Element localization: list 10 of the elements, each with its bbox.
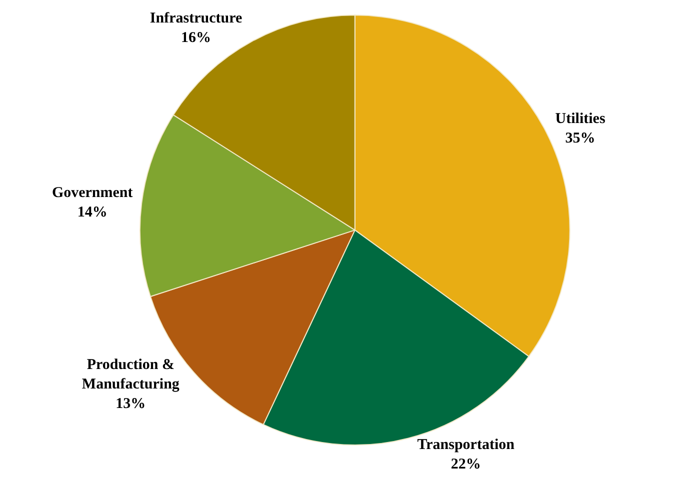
data-label: 13% — [116, 396, 146, 412]
data-label: 22% — [450, 456, 481, 473]
data-label: 16% — [181, 30, 212, 46]
slice-label: Infrastructure — [150, 10, 242, 26]
data-label: 14% — [77, 204, 108, 221]
slice-label: Production & Manufacturing — [82, 356, 180, 392]
slice-label: Transportation — [417, 437, 516, 454]
slice-label: Government — [52, 185, 133, 202]
slice-label: Utilities — [555, 111, 606, 128]
data-label: 35% — [565, 130, 596, 147]
